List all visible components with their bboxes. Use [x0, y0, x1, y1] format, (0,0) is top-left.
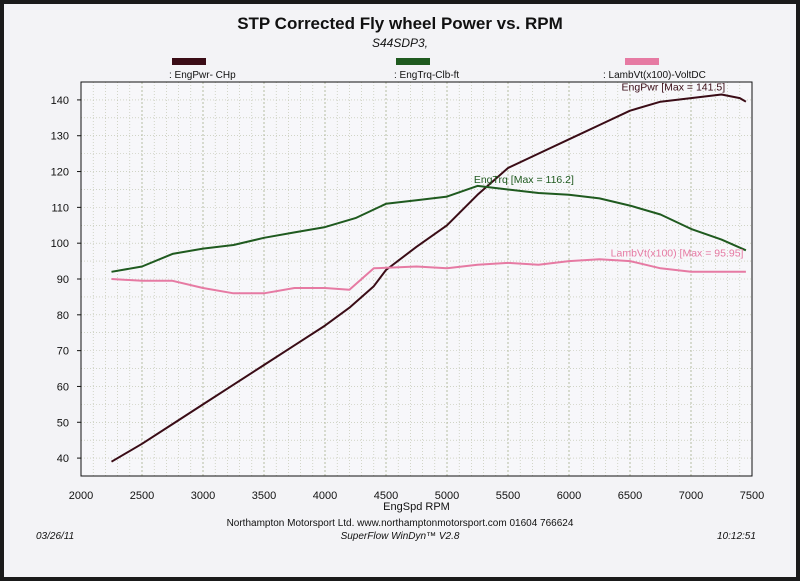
x-tick-label: 6000: [557, 490, 581, 502]
x-tick-label: 4500: [374, 490, 398, 502]
legend-label-lambvt: : LambVt(x100)-VoltDC: [603, 70, 706, 81]
chart-title: STP Corrected Fly wheel Power vs. RPM: [237, 14, 563, 33]
x-axis-label: EngSpd RPM: [383, 501, 450, 513]
y-tick-label: 120: [51, 167, 69, 179]
y-tick-label: 70: [57, 346, 69, 358]
lambvt-line: [111, 258, 746, 295]
footer-software: SuperFlow WinDyn™ V2.8: [340, 531, 460, 542]
footer-company: Northampton Motorsport Ltd. www.northamp…: [226, 518, 574, 529]
y-tick-label: 110: [51, 202, 69, 214]
y-tick-label: 140: [51, 95, 69, 107]
legend-swatch-lambvt: [625, 58, 659, 65]
lambvt-annotation: LambVt(x100) [Max = 95.95]: [611, 248, 744, 260]
legend-label-engtrq: : EngTrq-Clb-ft: [394, 70, 460, 81]
legend-swatch-engpwr: [172, 58, 206, 65]
y-tick-label: 60: [57, 381, 69, 393]
x-tick-label: 5500: [496, 490, 520, 502]
y-tick-label: 100: [51, 238, 69, 250]
x-tick-label: 3000: [191, 490, 215, 502]
engpwr-annotation: EngPwr [Max = 141.5]: [622, 82, 726, 94]
y-tick-label: 80: [57, 310, 69, 322]
footer-date: 03/26/11: [36, 531, 75, 542]
footer-time: 10:12:51: [717, 531, 756, 542]
x-tick-label: 6500: [618, 490, 642, 502]
x-tick-label: 5000: [435, 490, 459, 502]
x-tick-label: 3500: [252, 490, 276, 502]
x-tick-label: 2500: [130, 490, 154, 502]
engpwr-line: [110, 93, 747, 463]
x-tick-label: 2000: [69, 490, 93, 502]
x-tick-label: 7000: [679, 490, 703, 502]
engtrq-annotation: EngTrq [Max = 116.2]: [474, 174, 574, 186]
chart-subtitle: S44SDP3,: [371, 36, 429, 50]
y-tick-label: 40: [57, 453, 69, 465]
legend-swatch-engtrq: [396, 58, 430, 65]
y-tick-label: 90: [57, 274, 69, 286]
x-tick-label: 4000: [313, 490, 337, 502]
y-tick-label: 130: [51, 131, 69, 143]
x-tick-label: 7500: [740, 490, 764, 502]
legend-label-engpwr: : EngPwr- CHp: [169, 70, 236, 81]
engtrq-line: [111, 184, 747, 273]
y-tick-label: 50: [57, 417, 69, 429]
